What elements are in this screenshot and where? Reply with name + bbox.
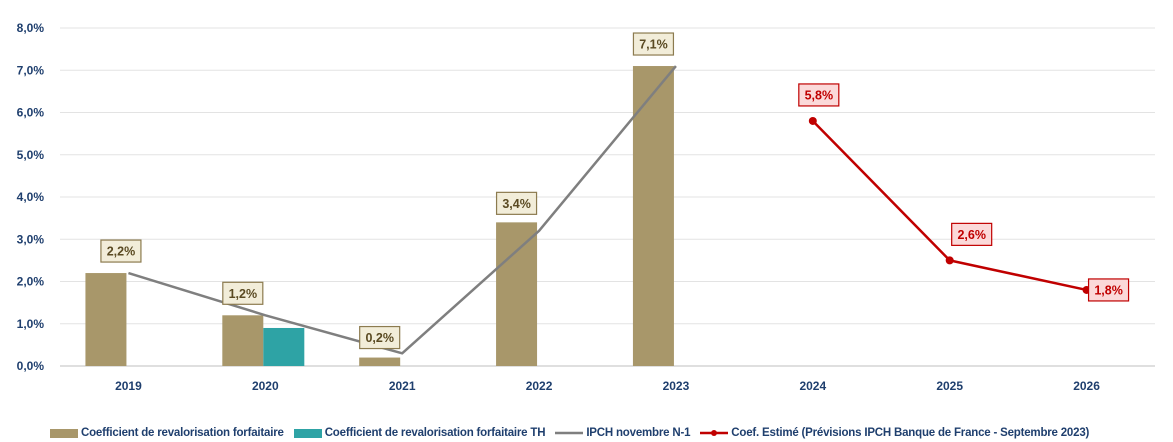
- chart: 0,0% 1,0% 2,0% 3,0% 4,0% 5,0% 6,0% 7,0% 8,0% 201…: [17, 21, 1155, 393]
- legend-item-estime: Coef. Estimé (Prévisions IPCH Banque de …: [700, 427, 1089, 439]
- y-tick-label: 2,0%: [17, 275, 45, 289]
- data-label-box: [359, 325, 401, 350]
- line-estime: [811, 120, 1087, 292]
- legend: Coefficient de revalorisation forfaitair…: [50, 424, 1173, 442]
- data-labels: 2,2% 1,2% 0,2% 3,4% 7,1% 5,8% 2,6% 1,8%: [100, 32, 1130, 350]
- bar-forfaitaire: [359, 357, 401, 366]
- lines: [128, 65, 1091, 355]
- y-tick-label: 6,0%: [17, 106, 45, 120]
- bars: [85, 66, 674, 367]
- legend-swatch-forfaitaire: [50, 428, 78, 438]
- line-ipch: [128, 65, 677, 355]
- x-tick-label: 2023: [663, 379, 690, 393]
- data-label-box: [951, 222, 993, 246]
- y-tick-label: 8,0%: [17, 21, 45, 35]
- x-tick-label: 2019: [115, 379, 142, 393]
- data-label-box: [495, 191, 538, 215]
- bar-forfaitaire: [222, 315, 264, 366]
- legend-item-forfaitaire: Coefficient de revalorisation forfaitair…: [50, 427, 284, 439]
- y-tick-label: 3,0%: [17, 232, 45, 246]
- y-tick-label: 1,0%: [17, 317, 45, 331]
- legend-item-ipch: IPCH novembre N-1: [555, 427, 690, 439]
- legend-item-th: Coefficient de revalorisation forfaitair…: [293, 427, 546, 439]
- y-axis: 0,0% 1,0% 2,0% 3,0% 4,0% 5,0% 6,0% 7,0% 8,0%: [17, 21, 45, 373]
- bar-forfaitaire-th: [263, 327, 305, 366]
- y-tick-label: 7,0%: [17, 63, 45, 77]
- line-estime-marker: [808, 116, 817, 125]
- data-label: 0,2%: [365, 331, 394, 345]
- bar-forfaitaire: [496, 222, 538, 366]
- x-tick-label: 2025: [936, 379, 963, 393]
- data-label-box: [100, 239, 142, 263]
- y-tick-label: 5,0%: [17, 148, 45, 162]
- data-label-box: [798, 83, 840, 107]
- bar-forfaitaire: [632, 66, 674, 367]
- x-tick-label: 2022: [526, 379, 553, 393]
- legend-swatch-ipch: [555, 431, 584, 435]
- x-axis: 2019 2020 2021 2022 2023 2024 2025 2026: [115, 379, 1100, 393]
- data-label: 2,2%: [107, 245, 136, 259]
- data-label: 1,8%: [1094, 283, 1123, 297]
- legend-label-estime: Coef. Estimé (Prévisions IPCH Banque de …: [731, 427, 1090, 439]
- line-estime-marker: [945, 256, 954, 265]
- y-tick-label: 4,0%: [17, 190, 45, 204]
- legend-label-ipch: IPCH novembre N-1: [586, 427, 691, 439]
- data-label: 1,2%: [229, 287, 258, 301]
- y-tick-label: 0,0%: [17, 359, 45, 373]
- x-tick-label: 2020: [252, 379, 279, 393]
- legend-swatch-estime: [700, 430, 729, 436]
- x-tick-label: 2024: [799, 379, 826, 393]
- x-tick-label: 2026: [1073, 379, 1100, 393]
- legend-label-forfaitaire: Coefficient de revalorisation forfaitair…: [81, 427, 284, 439]
- data-label: 2,6%: [957, 228, 986, 242]
- data-label: 5,8%: [805, 88, 834, 102]
- data-label: 3,4%: [502, 197, 531, 211]
- data-label-box: [632, 32, 675, 56]
- data-label: 7,1%: [639, 38, 668, 52]
- x-tick-label: 2021: [389, 379, 416, 393]
- bar-forfaitaire: [85, 273, 127, 366]
- data-label-box: [1087, 278, 1130, 302]
- legend-label-th: Coefficient de revalorisation forfaitair…: [324, 427, 546, 439]
- data-label-box: [222, 281, 264, 305]
- legend-swatch-th: [293, 428, 322, 438]
